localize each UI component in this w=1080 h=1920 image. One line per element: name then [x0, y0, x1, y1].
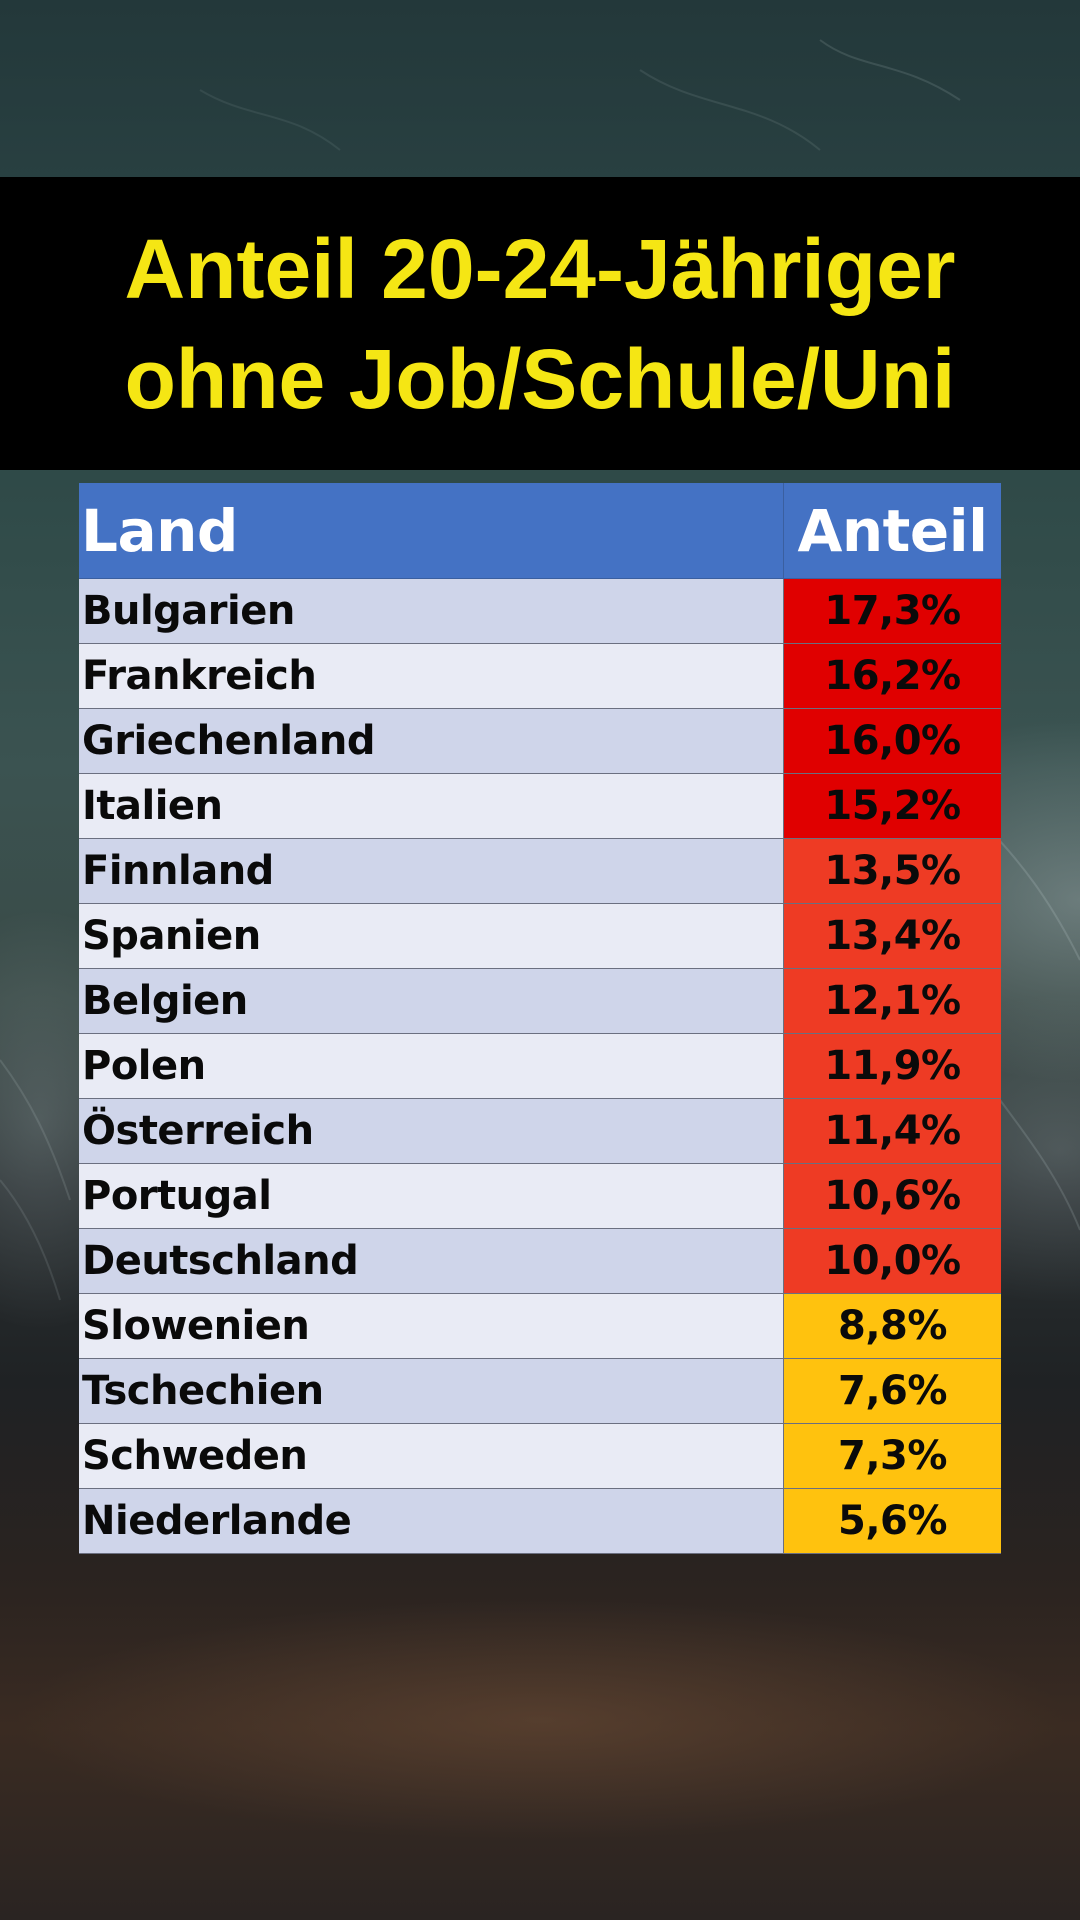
- anteil-cell: 11,4%: [784, 1099, 1001, 1163]
- data-table: Land Anteil Bulgarien 17,3% Frankreich 16,2…: [79, 483, 1001, 1554]
- anteil-cell: 10,0%: [784, 1229, 1001, 1293]
- land-cell: Tschechien: [79, 1359, 784, 1423]
- land-cell: Spanien: [79, 904, 784, 968]
- land-cell: Portugal: [79, 1164, 784, 1228]
- title-banner: Anteil 20-24-Jähriger ohne Job/Schule/Un…: [0, 177, 1080, 470]
- table-row: Niederlande 5,6%: [79, 1489, 1001, 1554]
- title-line-2: ohne Job/Schule/Uni: [124, 331, 956, 426]
- anteil-cell: 17,3%: [784, 579, 1001, 643]
- land-cell: Finnland: [79, 839, 784, 903]
- header-anteil: Anteil: [797, 496, 988, 565]
- land-cell: Bulgarien: [79, 579, 784, 643]
- table-row: Slowenien 8,8%: [79, 1294, 1001, 1359]
- anteil-cell: 13,5%: [784, 839, 1001, 903]
- land-cell: Italien: [79, 774, 784, 838]
- anteil-cell: 15,2%: [784, 774, 1001, 838]
- table-row: Griechenland 16,0%: [79, 709, 1001, 774]
- anteil-cell: 11,9%: [784, 1034, 1001, 1098]
- table-row: Portugal 10,6%: [79, 1164, 1001, 1229]
- land-cell: Deutschland: [79, 1229, 784, 1293]
- anteil-cell: 12,1%: [784, 969, 1001, 1033]
- table-row: Belgien 12,1%: [79, 969, 1001, 1034]
- anteil-cell: 10,6%: [784, 1164, 1001, 1228]
- table-row: Spanien 13,4%: [79, 904, 1001, 969]
- anteil-cell: 16,2%: [784, 644, 1001, 708]
- land-cell: Niederlande: [79, 1489, 784, 1553]
- anteil-cell: 13,4%: [784, 904, 1001, 968]
- land-cell: Polen: [79, 1034, 784, 1098]
- anteil-cell: 8,8%: [784, 1294, 1001, 1358]
- anteil-cell: 7,3%: [784, 1424, 1001, 1488]
- land-cell: Slowenien: [79, 1294, 784, 1358]
- table-row: Italien 15,2%: [79, 774, 1001, 839]
- land-cell: Schweden: [79, 1424, 784, 1488]
- table-row: Deutschland 10,0%: [79, 1229, 1001, 1294]
- land-cell: Belgien: [79, 969, 784, 1033]
- table-row: Tschechien 7,6%: [79, 1359, 1001, 1424]
- table-row: Bulgarien 17,3%: [79, 579, 1001, 644]
- table-row: Österreich 11,4%: [79, 1099, 1001, 1164]
- title-line-1: Anteil 20-24-Jähriger: [124, 221, 956, 316]
- header-land: Land: [79, 483, 784, 578]
- anteil-cell: 16,0%: [784, 709, 1001, 773]
- table-row: Schweden 7,3%: [79, 1424, 1001, 1489]
- land-cell: Frankreich: [79, 644, 784, 708]
- table-row: Frankreich 16,2%: [79, 644, 1001, 709]
- anteil-cell: 5,6%: [784, 1489, 1001, 1553]
- table-row: Polen 11,9%: [79, 1034, 1001, 1099]
- land-cell: Griechenland: [79, 709, 784, 773]
- anteil-cell: 7,6%: [784, 1359, 1001, 1423]
- table-header-row: Land Anteil: [79, 483, 1001, 579]
- land-cell: Österreich: [79, 1099, 784, 1163]
- table-row: Finnland 13,5%: [79, 839, 1001, 904]
